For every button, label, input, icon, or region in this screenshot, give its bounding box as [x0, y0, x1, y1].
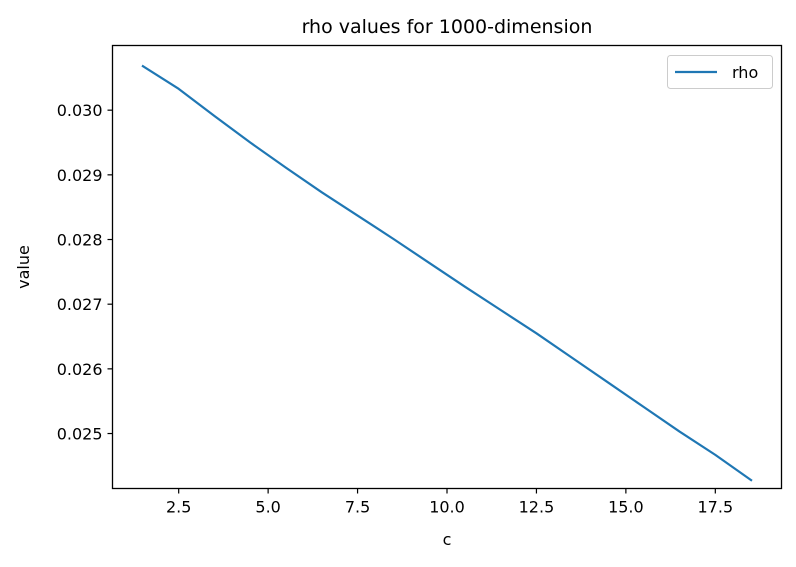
- chart-title: rho values for 1000-dimension: [302, 16, 593, 38]
- x-tick-label: 15.0: [608, 498, 644, 517]
- y-tick-label: 0.025: [57, 425, 103, 444]
- series-layer: [141, 64, 753, 482]
- plot-area-frame: [111, 44, 783, 490]
- x-axis-ticks: 2.5 5.0 7.5 10.0 12.5 15.0 17.5: [166, 488, 734, 517]
- x-tick-label: 12.5: [519, 498, 555, 517]
- x-tick-label: 10.0: [429, 498, 465, 517]
- x-tick-label: 7.5: [345, 498, 370, 517]
- x-tick-label: 2.5: [166, 498, 191, 517]
- series-line-rho: [141, 64, 753, 482]
- x-tick-label: 17.5: [698, 498, 734, 517]
- y-axis-ticks: 0.025 0.026 0.027 0.028 0.029 0.030: [57, 101, 113, 444]
- y-tick-label: 0.026: [57, 360, 103, 379]
- y-axis-label: value: [14, 245, 33, 289]
- y-tick-label: 0.030: [57, 101, 103, 120]
- legend: rho: [667, 55, 773, 89]
- legend-box: [667, 55, 773, 89]
- legend-label-rho: rho: [732, 63, 758, 82]
- x-tick-label: 5.0: [255, 498, 280, 517]
- x-axis-label: c: [443, 530, 452, 549]
- y-tick-label: 0.028: [57, 231, 103, 250]
- y-tick-label: 0.027: [57, 295, 103, 314]
- y-tick-label: 0.029: [57, 166, 103, 185]
